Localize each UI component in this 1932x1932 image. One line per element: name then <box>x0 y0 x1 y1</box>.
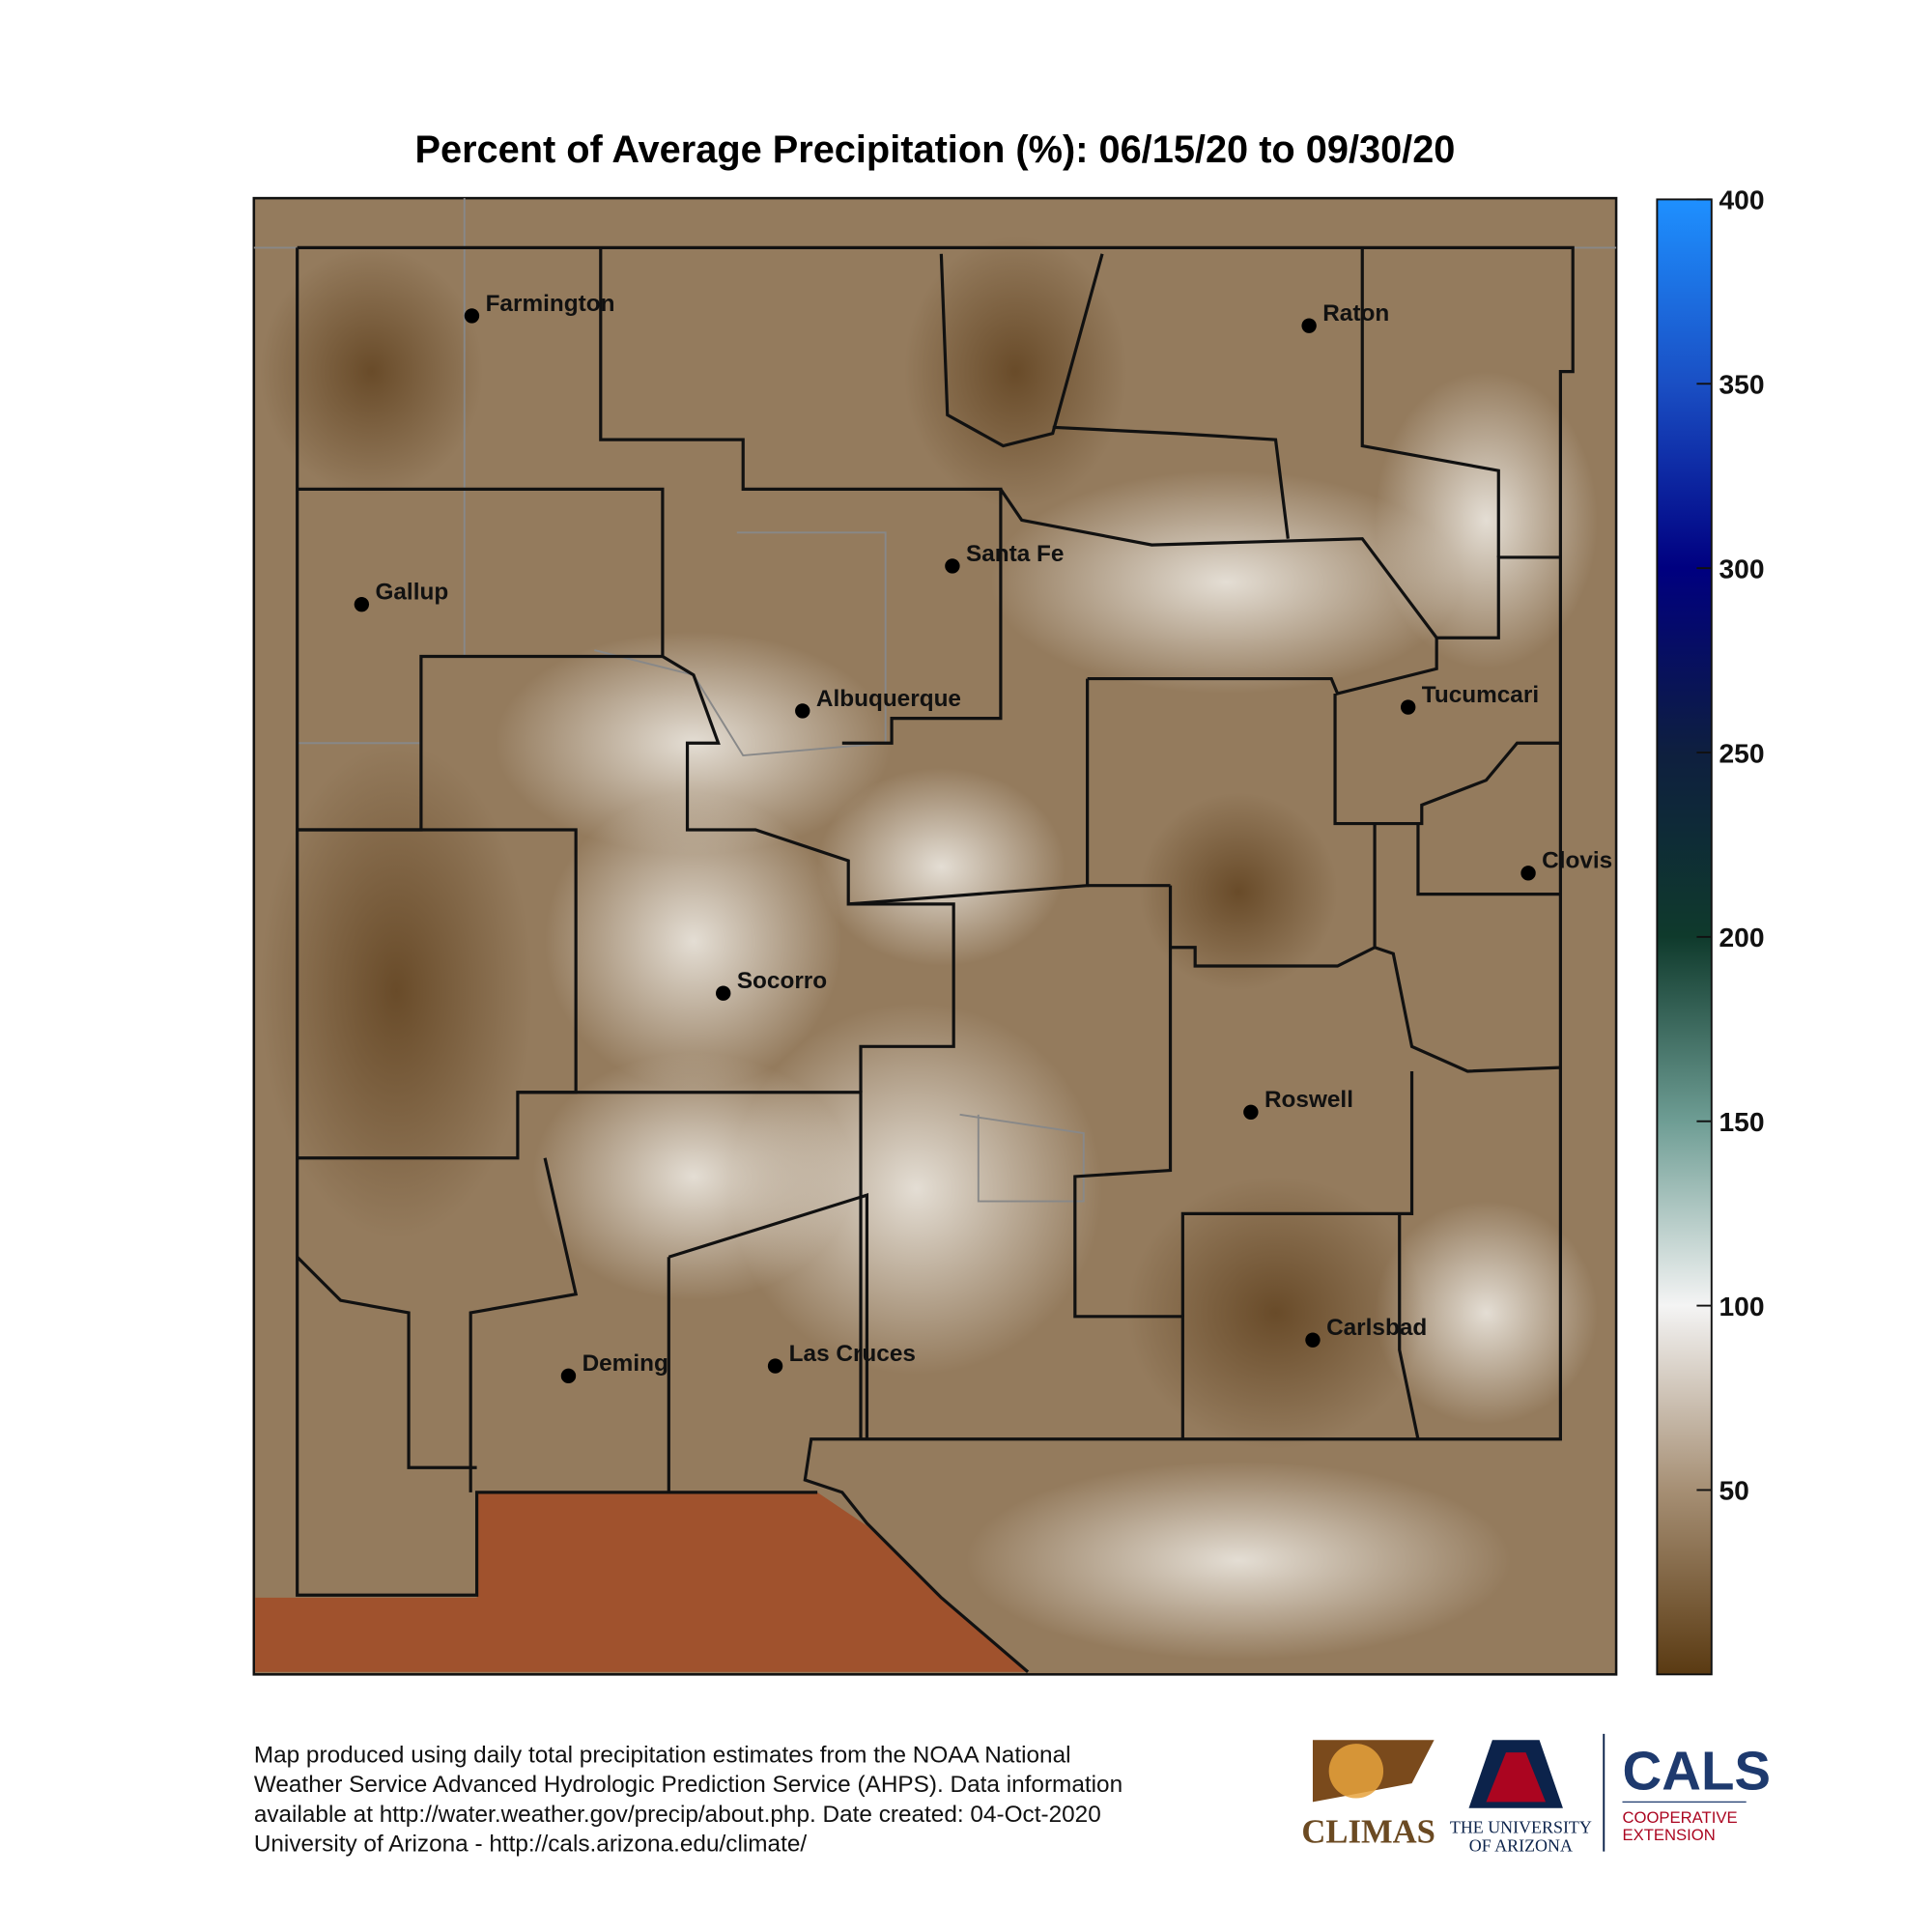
footer: Map produced using daily total precipita… <box>254 1742 1122 1857</box>
colorbar-tick-label: 150 <box>1719 1106 1764 1137</box>
colorbar-tick-label: 350 <box>1719 369 1764 400</box>
city-dot <box>767 1358 783 1374</box>
city-dot <box>945 558 960 574</box>
footer-line: University of Arizona - http://cals.ariz… <box>254 1832 808 1858</box>
logo-ua: OF ARIZONA <box>1469 1836 1573 1856</box>
city-dot <box>795 703 810 719</box>
city-dot <box>1401 699 1416 715</box>
footer-line: Map produced using daily total precipita… <box>254 1742 1071 1768</box>
city-label: Las Cruces <box>789 1341 916 1367</box>
logo-cals-sub: EXTENSION <box>1622 1826 1715 1844</box>
city-label: Gallup <box>375 580 448 606</box>
city-label: Clovis <box>1542 848 1612 874</box>
city-labels: Farmington Raton Santa Fe Gallup Albuque… <box>354 291 1612 1384</box>
logo-climas: CLIMAS <box>1301 1814 1435 1851</box>
city-label: Deming <box>582 1350 668 1377</box>
city-dot <box>716 985 731 1001</box>
logo-ua: THE UNIVERSITY <box>1450 1817 1592 1836</box>
city-label: Santa Fe <box>966 541 1064 567</box>
city-label: Albuquerque <box>816 686 961 712</box>
city-label: Farmington <box>486 291 615 317</box>
footer-line: available at http://water.weather.gov/pr… <box>254 1802 1101 1828</box>
map <box>252 196 1618 1676</box>
colorbar-tick-label: 400 <box>1719 185 1764 215</box>
colorbar-tick-label: 250 <box>1719 737 1764 768</box>
footer-line: Weather Service Advanced Hydrologic Pred… <box>254 1772 1122 1798</box>
colorbar-tick-label: 100 <box>1719 1291 1764 1321</box>
city-dot <box>1301 318 1317 333</box>
city-dot <box>1243 1104 1259 1120</box>
city-label: Raton <box>1322 300 1389 327</box>
city-dot <box>1305 1332 1321 1348</box>
city-dot <box>1520 866 1536 881</box>
city-dot <box>464 308 480 324</box>
city-dot <box>560 1368 577 1384</box>
map-title: Percent of Average Precipitation (%): 06… <box>414 128 1455 171</box>
colorbar: 50 100 150 200 250 300 350 400 <box>1656 185 1765 1676</box>
city-label: Roswell <box>1264 1087 1353 1113</box>
colorbar-tick-label: 200 <box>1719 922 1764 952</box>
logos: CLIMAS THE UNIVERSITY OF ARIZONA CALS CO… <box>1301 1733 1771 1856</box>
city-label: Carlsbad <box>1326 1315 1427 1341</box>
city-label: Socorro <box>737 968 827 994</box>
colorbar-tick-label: 50 <box>1719 1475 1748 1506</box>
logo-cals-sub: COOPERATIVE <box>1622 1808 1737 1827</box>
city-dot <box>354 596 370 612</box>
logo-cals: CALS <box>1622 1741 1771 1802</box>
city-label: Tucumcari <box>1422 682 1539 708</box>
colorbar-tick-label: 300 <box>1719 553 1764 583</box>
